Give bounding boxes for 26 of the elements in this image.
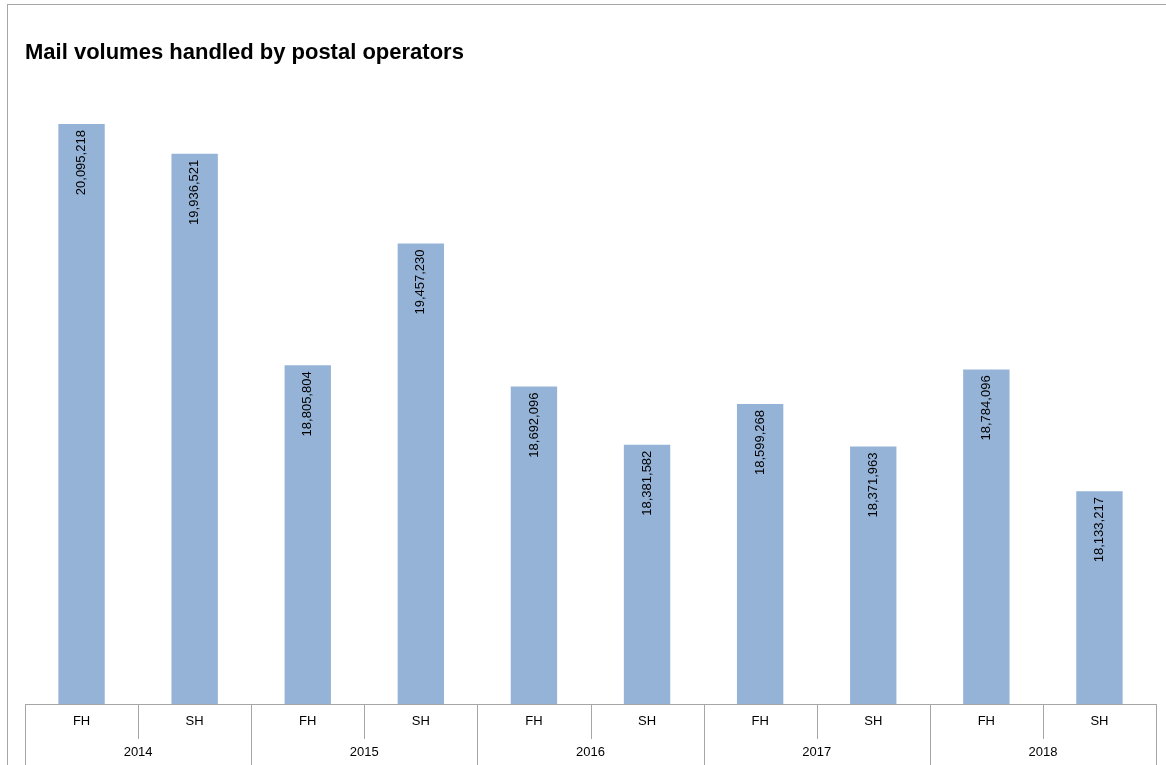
- annotation: 2014: [123, 743, 153, 759]
- x-tick-label: FH: [977, 713, 996, 729]
- data-label: 20,095,218: [73, 130, 89, 196]
- x-tick-label: FH: [72, 713, 91, 729]
- data-label: 19,457,230: [412, 249, 428, 315]
- data-label: 19,936,521: [186, 159, 202, 225]
- x-tick-label: FH: [525, 713, 543, 729]
- x-tick-label: SH: [864, 713, 883, 729]
- data-label: 18,381,582: [638, 450, 654, 516]
- x-tick-label: FH: [751, 713, 769, 729]
- annotation: 2015: [349, 743, 379, 759]
- data-label: 18,784,096: [977, 375, 993, 441]
- data-label: 18,692,096: [525, 392, 541, 458]
- chart-title: Mail volumes handled by postal operators: [25, 39, 464, 65]
- x-tick-label: FH: [299, 713, 317, 729]
- x-tick-label: SH: [1090, 713, 1109, 729]
- data-label: 18,599,268: [751, 409, 767, 476]
- x-tick-label: SH: [185, 713, 204, 729]
- annotation: 2018: [1028, 743, 1058, 759]
- annotation: 2016: [576, 743, 605, 759]
- x-tick-label: SH: [411, 713, 430, 729]
- data-label: 18,133,217: [1091, 497, 1107, 563]
- data-label: 18,805,804: [299, 371, 315, 437]
- data-label: 18,371,963: [864, 452, 880, 518]
- annotation: 2017: [802, 743, 832, 759]
- x-tick-label: SH: [638, 713, 657, 729]
